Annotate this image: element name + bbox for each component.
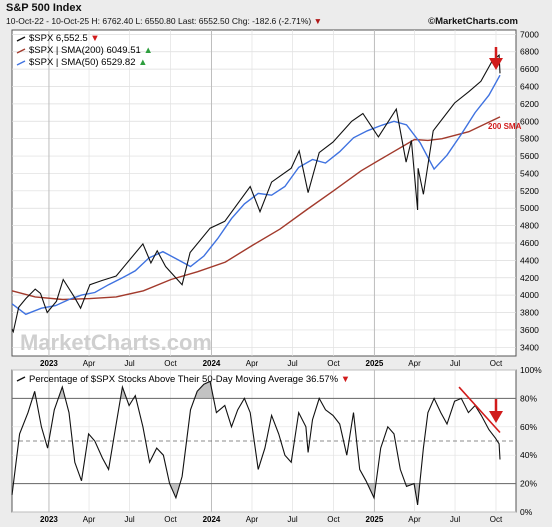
y-tick-label: 5600: [520, 151, 539, 161]
up-arrow-icon: ▲: [138, 57, 147, 68]
x-tick-label: Apr: [246, 359, 259, 368]
y-tick-label: 3800: [520, 308, 539, 318]
legend-swatch: [16, 48, 26, 54]
breadth-title: Percentage of $SPX Stocks Above Their 50…: [29, 374, 350, 385]
y-tick-label: 40%: [520, 450, 537, 460]
legend-item: $SPX | SMA(200) 6049.51 ▲: [29, 45, 153, 56]
down-arrow-icon: ▼: [313, 16, 323, 26]
y-tick-label: 4000: [520, 290, 539, 300]
x-tick-label: Jul: [124, 515, 134, 524]
breadth-title-text: Percentage of $SPX Stocks Above Their 50…: [29, 374, 341, 385]
down-arrow-icon: ▼: [341, 374, 350, 385]
breadth-line: [11, 380, 501, 505]
up-arrow-icon: ▲: [143, 45, 152, 56]
x-tick-label: Jul: [287, 359, 297, 368]
overbought-fill: [58, 387, 66, 399]
sma50-line: [11, 74, 501, 316]
y-tick-label: 6400: [520, 82, 539, 92]
x-tick-label: Apr: [408, 515, 421, 524]
price-legend: $SPX 6,552.5 ▼$SPX | SMA(200) 6049.51 ▲$…: [16, 33, 153, 68]
y-tick-label: 5000: [520, 203, 539, 213]
legend-label: $SPX 6,552.5: [29, 33, 90, 44]
y-tick-label: 6000: [520, 116, 539, 126]
y-tick-label: 5200: [520, 186, 539, 196]
x-tick-label: Jul: [450, 359, 460, 368]
x-tick-label: Oct: [490, 515, 503, 524]
oversold-fill: [169, 483, 180, 498]
y-tick-label: 80%: [520, 393, 537, 403]
legend-label: $SPX | SMA(200) 6049.51: [29, 45, 143, 56]
x-tick-label: 2025: [366, 359, 384, 368]
x-tick-label: Oct: [164, 515, 177, 524]
legend-item: $SPX 6,552.5 ▼: [29, 33, 100, 44]
y-tick-label: 4800: [520, 221, 539, 231]
chart-title: S&P 500 Index: [6, 2, 82, 14]
legend-item: $SPX | SMA(50) 6529.82 ▲: [29, 57, 148, 68]
down-arrow-icon: ▼: [90, 33, 99, 44]
x-tick-label: 2024: [203, 515, 221, 524]
price-panel-frame: [11, 29, 517, 357]
y-tick-label: 6800: [520, 47, 539, 57]
legend-swatch: [16, 60, 26, 66]
sma200-line: [11, 116, 501, 301]
overbought-fill: [194, 381, 214, 399]
y-tick-label: 4200: [520, 273, 539, 283]
legend-swatch: [16, 376, 26, 382]
breadth-y-axis: 0% 20% 40% 60% 80% 100%: [520, 365, 542, 517]
x-tick-label: Oct: [327, 359, 340, 368]
price-summary-text: 10-Oct-22 - 10-Oct-25 H: 6762.40 L: 6550…: [6, 16, 312, 26]
price-summary: 10-Oct-22 - 10-Oct-25 H: 6762.40 L: 6550…: [6, 16, 322, 26]
y-tick-label: 4600: [520, 238, 539, 248]
y-tick-label: 20%: [520, 479, 537, 489]
breadth-legend: Percentage of $SPX Stocks Above Their 50…: [16, 374, 350, 385]
price-line: [11, 54, 501, 334]
x-tick-label: Oct: [327, 515, 340, 524]
x-tick-label: 2025: [366, 515, 384, 524]
breadth-extreme-fills: [12, 381, 420, 505]
y-tick-label: 6200: [520, 99, 539, 109]
x-tick-label: Apr: [83, 359, 96, 368]
watermark: MarketCharts.com: [20, 330, 212, 355]
price-grid: [12, 30, 516, 356]
x-tick-label: Apr: [408, 359, 421, 368]
x-tick-label: Apr: [246, 515, 259, 524]
y-tick-label: 5800: [520, 134, 539, 144]
x-tick-label: 2023: [40, 515, 58, 524]
x-tick-label: Oct: [490, 359, 503, 368]
x-tick-label: Jul: [124, 359, 134, 368]
x-tick-label: Oct: [164, 359, 177, 368]
callout-arrowhead-bottom: [488, 411, 503, 423]
breadth-x-axis: 2023 Apr Jul Oct 2024 Apr Jul Oct 2025 Apr Jul Oct: [40, 515, 503, 524]
breadth-reference-lines: [12, 397, 516, 485]
x-tick-label: 2023: [40, 359, 58, 368]
price-y-axis: 3400 3600 3800 4000 4200 4400 4600 4800 5000 5200…: [520, 29, 539, 352]
y-tick-label: 7000: [520, 29, 539, 39]
x-tick-label: Jul: [450, 515, 460, 524]
x-tick-label: Jul: [287, 515, 297, 524]
y-tick-label: 60%: [520, 422, 537, 432]
sma200-annotation: 200 SMA: [488, 122, 522, 131]
y-tick-label: 0%: [520, 507, 533, 517]
callout-arrowhead-top: [488, 58, 503, 70]
y-tick-label: 3600: [520, 325, 539, 335]
x-tick-label: Apr: [83, 515, 96, 524]
legend-swatch: [16, 36, 26, 42]
y-tick-label: 6600: [520, 64, 539, 74]
y-tick-label: 4400: [520, 255, 539, 265]
legend-label: $SPX | SMA(50) 6529.82: [29, 57, 138, 68]
y-tick-label: 100%: [520, 365, 542, 375]
x-tick-label: 2024: [203, 359, 221, 368]
y-tick-label: 3400: [520, 342, 539, 352]
breadth-trendline: [458, 386, 501, 434]
brand-label: ©MarketCharts.com: [428, 16, 518, 27]
y-tick-label: 5400: [520, 168, 539, 178]
price-x-axis: 2023 Apr Jul Oct 2024 Apr Jul Oct 2025 Apr Jul Oct: [40, 359, 503, 368]
